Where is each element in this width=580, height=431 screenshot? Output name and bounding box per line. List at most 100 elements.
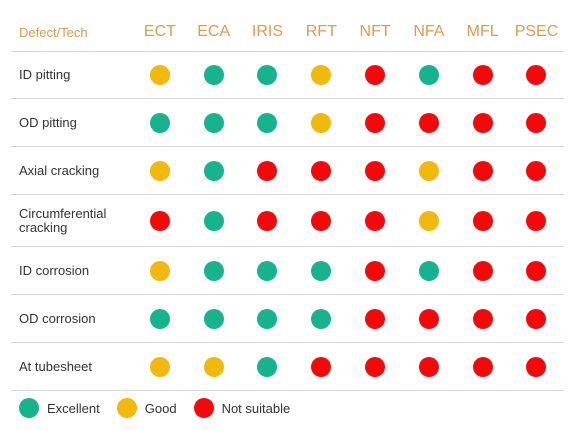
rating-dot-not-suitable — [526, 112, 547, 133]
rating-dot-not-suitable — [526, 356, 547, 377]
rating-dot-good — [149, 65, 170, 85]
rating-dot-good — [418, 210, 439, 231]
rating-cell — [510, 160, 564, 181]
rating-dot-excellent — [257, 112, 278, 133]
rating-dot-not-suitable — [526, 260, 547, 281]
table-row: OD pitting — [11, 99, 564, 147]
rating-dot-not-suitable — [418, 308, 439, 329]
rating-cell — [456, 308, 510, 329]
legend-label: Good — [144, 400, 177, 416]
rating-dot-not-suitable — [472, 210, 493, 231]
header-row: Defect/Tech ECT ECA IRIS RFT NFT NFA MFL… — [11, 13, 564, 52]
rating-cell — [241, 308, 295, 329]
rating-dot-not-suitable — [418, 356, 439, 377]
rating-dot-not-suitable — [311, 356, 332, 377]
rating-cell — [294, 308, 348, 329]
row-label: OD pitting — [19, 114, 77, 130]
rating-cell — [456, 356, 510, 377]
rating-cell — [402, 356, 456, 377]
rating-cell — [456, 160, 510, 181]
rating-cell — [133, 160, 187, 181]
col-header-mfl: MFL — [466, 23, 499, 40]
rating-dot-not-suitable — [257, 160, 278, 181]
rating-dot-excellent — [418, 260, 439, 281]
rating-cell — [348, 260, 402, 281]
rating-cell — [187, 160, 241, 181]
rating-dot-good — [311, 65, 332, 85]
rating-dot-excellent — [203, 308, 224, 329]
col-header-nfa: NFA — [413, 23, 445, 40]
rating-cell — [187, 210, 241, 231]
rating-dot-excellent — [203, 65, 224, 85]
col-header-psec: PSEC — [514, 23, 559, 40]
rating-cell — [510, 112, 564, 133]
rating-dot-excellent — [257, 260, 278, 281]
rating-dot-not-suitable — [526, 308, 547, 329]
rating-dot-not-suitable — [472, 308, 493, 329]
rating-cell — [402, 65, 456, 85]
rating-cell — [348, 65, 402, 85]
rating-dot-excellent — [149, 112, 170, 133]
table-row: ID corrosion — [11, 247, 564, 295]
legend-dot — [116, 398, 137, 418]
technique-suitability-matrix: Defect/Tech ECT ECA IRIS RFT NFT NFA MFL… — [11, 13, 564, 391]
rating-dot-excellent — [311, 308, 332, 329]
rating-cell — [294, 356, 348, 377]
rating-dot-not-suitable — [526, 65, 547, 85]
rating-dot-not-suitable — [365, 210, 386, 231]
rating-cell — [294, 210, 348, 231]
rating-dot-not-suitable — [526, 210, 547, 231]
rating-cell — [456, 65, 510, 85]
rating-cell — [133, 210, 187, 231]
rating-dot-not-suitable — [365, 356, 386, 377]
rating-dot-not-suitable — [149, 210, 170, 231]
rating-dot-excellent — [203, 112, 224, 133]
rating-cell — [187, 356, 241, 377]
rating-cell — [241, 356, 295, 377]
rating-cell — [187, 260, 241, 281]
table-row: OD corrosion — [11, 295, 564, 343]
rating-dot-excellent — [203, 260, 224, 281]
rating-dot-good — [149, 160, 170, 181]
rating-dot-excellent — [203, 160, 224, 181]
legend-label: Not suitable — [221, 400, 291, 416]
rating-dot-not-suitable — [311, 160, 332, 181]
rating-cell — [348, 356, 402, 377]
rating-dot-not-suitable — [311, 210, 332, 231]
rating-dot-excellent — [257, 308, 278, 329]
legend: Excellent Good Not suitable — [19, 398, 307, 418]
rating-cell — [187, 112, 241, 133]
rating-cell — [456, 210, 510, 231]
rating-cell — [402, 308, 456, 329]
table-row: Circumferential cracking — [11, 195, 564, 247]
rating-cell — [348, 308, 402, 329]
matrix-body: ID pitting OD pitting Axial cracking Circum… — [11, 52, 564, 391]
col-header-rft: RFT — [305, 23, 337, 40]
rating-cell — [294, 65, 348, 85]
rating-dot-excellent — [418, 65, 439, 85]
legend-dot — [19, 398, 39, 418]
rating-cell — [241, 210, 295, 231]
table-row: Axial cracking — [11, 147, 564, 195]
row-label: Axial cracking — [19, 162, 100, 178]
row-label: ID corrosion — [19, 262, 90, 278]
rating-dot-not-suitable — [526, 160, 547, 181]
rating-dot-not-suitable — [472, 112, 493, 133]
legend-label: Excellent — [47, 400, 100, 416]
rating-dot-excellent — [311, 260, 332, 281]
rating-dot-good — [418, 160, 439, 181]
rating-cell — [348, 112, 402, 133]
rating-cell — [133, 65, 187, 85]
rating-cell — [187, 308, 241, 329]
rating-cell — [402, 260, 456, 281]
rating-cell — [510, 210, 564, 231]
rating-cell — [187, 65, 241, 85]
rating-cell — [510, 260, 564, 281]
rating-cell — [241, 112, 295, 133]
rating-cell — [294, 260, 348, 281]
rating-dot-not-suitable — [472, 160, 493, 181]
rating-dot-not-suitable — [418, 112, 439, 133]
rating-cell — [402, 210, 456, 231]
rating-cell — [294, 112, 348, 133]
rating-cell — [510, 65, 564, 85]
